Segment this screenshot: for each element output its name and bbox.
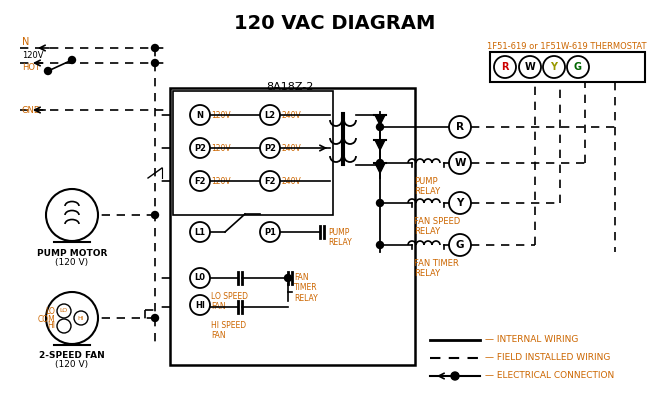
Text: F2: F2 [264, 176, 276, 186]
Text: HI: HI [78, 316, 84, 321]
Circle shape [519, 56, 541, 78]
Text: 2-SPEED FAN: 2-SPEED FAN [39, 352, 105, 360]
Text: LO: LO [60, 308, 68, 313]
Text: F2: F2 [194, 176, 206, 186]
Text: 240V: 240V [281, 176, 301, 186]
Text: 8A18Z-2: 8A18Z-2 [266, 82, 314, 92]
Circle shape [190, 171, 210, 191]
Text: HI SPEED
FAN: HI SPEED FAN [211, 321, 246, 340]
Bar [173, 91, 333, 215]
Text: P1: P1 [264, 228, 276, 236]
Text: R: R [456, 122, 464, 132]
Circle shape [377, 124, 383, 130]
Text: N: N [22, 37, 29, 47]
Text: — ELECTRICAL CONNECTION: — ELECTRICAL CONNECTION [485, 372, 614, 380]
Text: 240V: 240V [281, 111, 301, 119]
Text: (120 V): (120 V) [56, 360, 88, 370]
Text: W: W [454, 158, 466, 168]
Circle shape [74, 311, 88, 325]
Circle shape [260, 105, 280, 125]
Text: FAN SPEED
RELAY: FAN SPEED RELAY [414, 217, 460, 236]
Text: HI: HI [195, 300, 205, 310]
Circle shape [46, 189, 98, 241]
Circle shape [57, 319, 71, 333]
Text: PUMP
RELAY: PUMP RELAY [328, 228, 352, 247]
Circle shape [260, 171, 280, 191]
Circle shape [57, 304, 71, 318]
Bar [170, 88, 415, 365]
Text: PUMP MOTOR: PUMP MOTOR [37, 248, 107, 258]
Circle shape [449, 116, 471, 138]
Text: COM: COM [38, 315, 55, 323]
Polygon shape [375, 163, 385, 173]
Circle shape [451, 372, 459, 380]
Circle shape [285, 274, 291, 282]
Circle shape [449, 152, 471, 174]
Bar [490, 52, 645, 82]
Circle shape [377, 160, 383, 166]
Text: Y: Y [456, 198, 464, 208]
Text: 240V: 240V [281, 143, 301, 153]
Text: 120 VAC DIAGRAM: 120 VAC DIAGRAM [234, 14, 436, 33]
Text: HOT: HOT [22, 62, 40, 72]
Text: FAN TIMER
RELAY: FAN TIMER RELAY [414, 259, 459, 278]
Circle shape [449, 192, 471, 214]
Text: W: W [525, 62, 535, 72]
Circle shape [151, 44, 159, 52]
Circle shape [543, 56, 565, 78]
Text: — FIELD INSTALLED WIRING: — FIELD INSTALLED WIRING [485, 354, 610, 362]
Text: L1: L1 [194, 228, 206, 236]
Text: Y: Y [551, 62, 557, 72]
Circle shape [260, 138, 280, 158]
Text: GND: GND [22, 106, 42, 114]
Circle shape [190, 222, 210, 242]
Circle shape [567, 56, 589, 78]
Circle shape [377, 199, 383, 207]
Text: N: N [196, 111, 204, 119]
Circle shape [260, 222, 280, 242]
Text: P2: P2 [264, 143, 276, 153]
Circle shape [190, 295, 210, 315]
Text: LO: LO [45, 307, 55, 316]
Circle shape [68, 57, 76, 64]
Text: G: G [456, 240, 464, 250]
Text: — INTERNAL WIRING: — INTERNAL WIRING [485, 336, 578, 344]
Polygon shape [375, 115, 385, 125]
Text: L2: L2 [265, 111, 275, 119]
Text: R: R [501, 62, 509, 72]
Circle shape [190, 268, 210, 288]
Text: LO SPEED
FAN: LO SPEED FAN [211, 292, 248, 311]
Text: L0: L0 [194, 274, 206, 282]
Circle shape [449, 234, 471, 256]
Circle shape [44, 67, 52, 75]
Circle shape [377, 241, 383, 248]
Text: HI: HI [47, 321, 55, 331]
Text: 120V: 120V [211, 176, 230, 186]
Polygon shape [375, 140, 385, 150]
Circle shape [151, 212, 159, 218]
Text: 1F51-619 or 1F51W-619 THERMOSTAT: 1F51-619 or 1F51W-619 THERMOSTAT [487, 42, 647, 51]
Text: (120 V): (120 V) [56, 258, 88, 266]
Circle shape [190, 138, 210, 158]
Text: G: G [574, 62, 582, 72]
Circle shape [190, 105, 210, 125]
Text: 120V: 120V [22, 51, 44, 59]
Text: FAN
TIMER
RELAY: FAN TIMER RELAY [294, 273, 318, 303]
Text: 120V: 120V [211, 143, 230, 153]
Text: PUMP
RELAY: PUMP RELAY [414, 177, 440, 197]
Circle shape [494, 56, 516, 78]
Text: 120V: 120V [211, 111, 230, 119]
Circle shape [46, 292, 98, 344]
Text: P2: P2 [194, 143, 206, 153]
Circle shape [151, 315, 159, 321]
Circle shape [151, 59, 159, 67]
